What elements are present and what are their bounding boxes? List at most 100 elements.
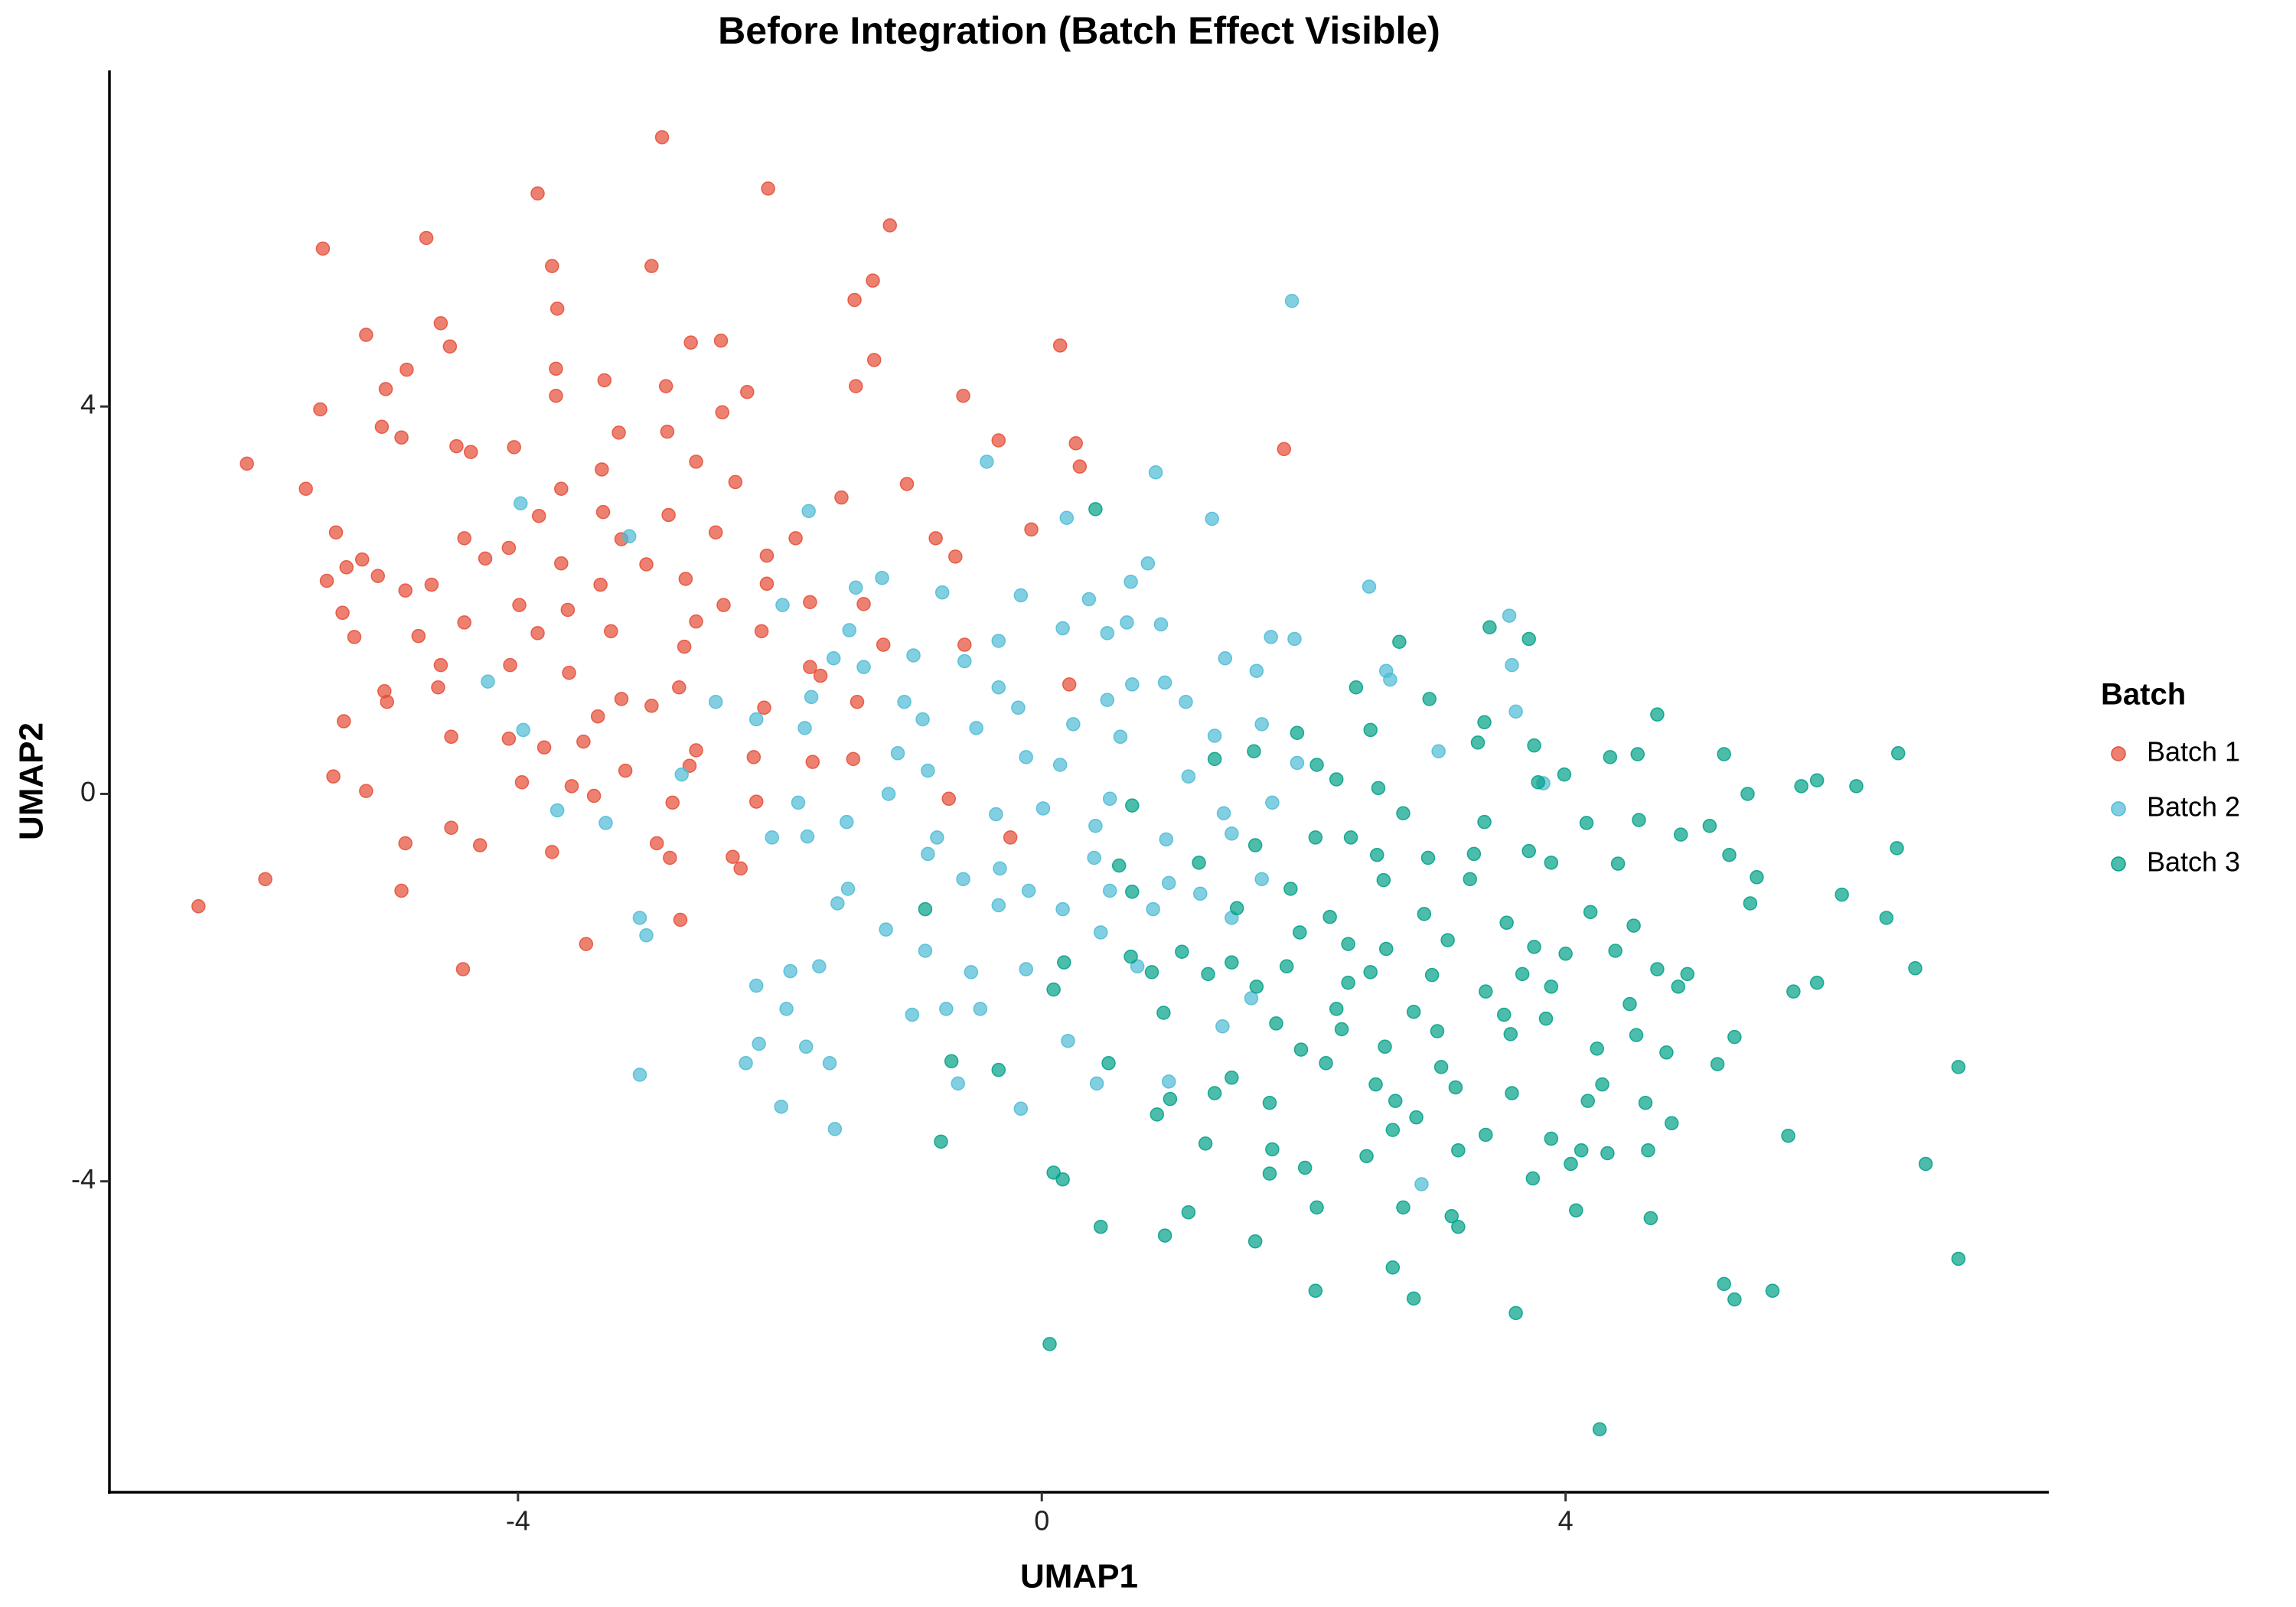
point <box>803 595 817 610</box>
point <box>191 899 206 914</box>
legend-marker <box>2111 801 2126 817</box>
point <box>765 830 780 845</box>
point <box>442 339 458 354</box>
point <box>1743 896 1758 911</box>
point <box>394 430 409 445</box>
point <box>545 259 559 273</box>
point <box>590 709 605 724</box>
point <box>759 548 775 563</box>
point <box>708 694 723 709</box>
point <box>1254 872 1269 887</box>
point <box>1003 830 1018 845</box>
point <box>1247 1234 1263 1249</box>
x-tick-label: 0 <box>1034 1505 1049 1537</box>
point <box>1159 832 1174 847</box>
point <box>433 657 448 673</box>
point <box>748 978 764 993</box>
point <box>881 787 896 801</box>
point <box>783 963 797 979</box>
point <box>1322 909 1337 924</box>
point <box>622 529 637 544</box>
point <box>586 788 602 804</box>
point <box>463 445 478 459</box>
point <box>1140 556 1156 571</box>
point <box>1157 1228 1172 1243</box>
point <box>639 927 654 943</box>
point <box>258 872 272 887</box>
point <box>1951 1060 1966 1074</box>
point <box>1463 872 1477 887</box>
point <box>658 379 673 393</box>
point <box>1727 1292 1742 1307</box>
point <box>514 496 528 511</box>
point <box>1508 1305 1523 1321</box>
point <box>752 1036 766 1051</box>
point <box>1558 947 1573 961</box>
point <box>1385 1123 1401 1137</box>
point <box>1496 1007 1512 1022</box>
point <box>1477 814 1492 830</box>
point <box>957 654 972 669</box>
point <box>1680 966 1695 982</box>
point <box>1794 779 1808 794</box>
point <box>991 433 1006 448</box>
point <box>1717 1276 1731 1292</box>
point <box>1890 841 1904 856</box>
point <box>754 624 769 639</box>
point <box>398 836 413 851</box>
point <box>921 763 935 778</box>
point <box>1193 886 1208 901</box>
point <box>856 597 871 611</box>
point <box>826 651 841 666</box>
point <box>1052 338 1068 353</box>
point <box>918 901 933 917</box>
point <box>834 490 849 505</box>
point <box>842 623 856 637</box>
point <box>1308 1283 1323 1298</box>
point <box>689 743 703 758</box>
point <box>1406 1004 1421 1019</box>
point <box>733 861 748 876</box>
point <box>335 605 350 621</box>
point <box>614 692 629 706</box>
point <box>1433 1060 1449 1074</box>
point <box>674 767 689 782</box>
point <box>1595 1077 1609 1092</box>
point <box>1277 442 1292 457</box>
point <box>1215 1019 1230 1034</box>
point <box>830 896 845 911</box>
legend-title: Batch <box>2101 678 2186 712</box>
point <box>876 637 891 652</box>
point <box>964 965 979 980</box>
point <box>1021 883 1036 898</box>
point <box>1181 769 1196 784</box>
point <box>1740 787 1755 801</box>
point <box>801 504 816 519</box>
point <box>536 740 552 755</box>
point <box>713 333 729 348</box>
point <box>632 1068 647 1082</box>
point <box>1024 522 1039 537</box>
point <box>1781 1128 1795 1143</box>
point <box>1130 959 1145 973</box>
point <box>1479 984 1493 999</box>
point <box>941 791 957 807</box>
point <box>1420 850 1436 865</box>
point <box>1011 700 1026 715</box>
point <box>1579 816 1594 830</box>
point <box>595 462 609 477</box>
point <box>797 721 812 735</box>
point <box>788 531 803 546</box>
point <box>512 598 527 612</box>
point <box>665 795 680 810</box>
point <box>1515 966 1530 982</box>
legend-marker <box>2111 856 2126 872</box>
point <box>1765 1283 1780 1298</box>
point <box>1148 465 1163 480</box>
point <box>1466 846 1482 862</box>
point <box>598 816 613 830</box>
point <box>746 750 762 764</box>
point <box>1626 918 1641 933</box>
point <box>1448 1080 1463 1095</box>
point <box>748 794 764 809</box>
